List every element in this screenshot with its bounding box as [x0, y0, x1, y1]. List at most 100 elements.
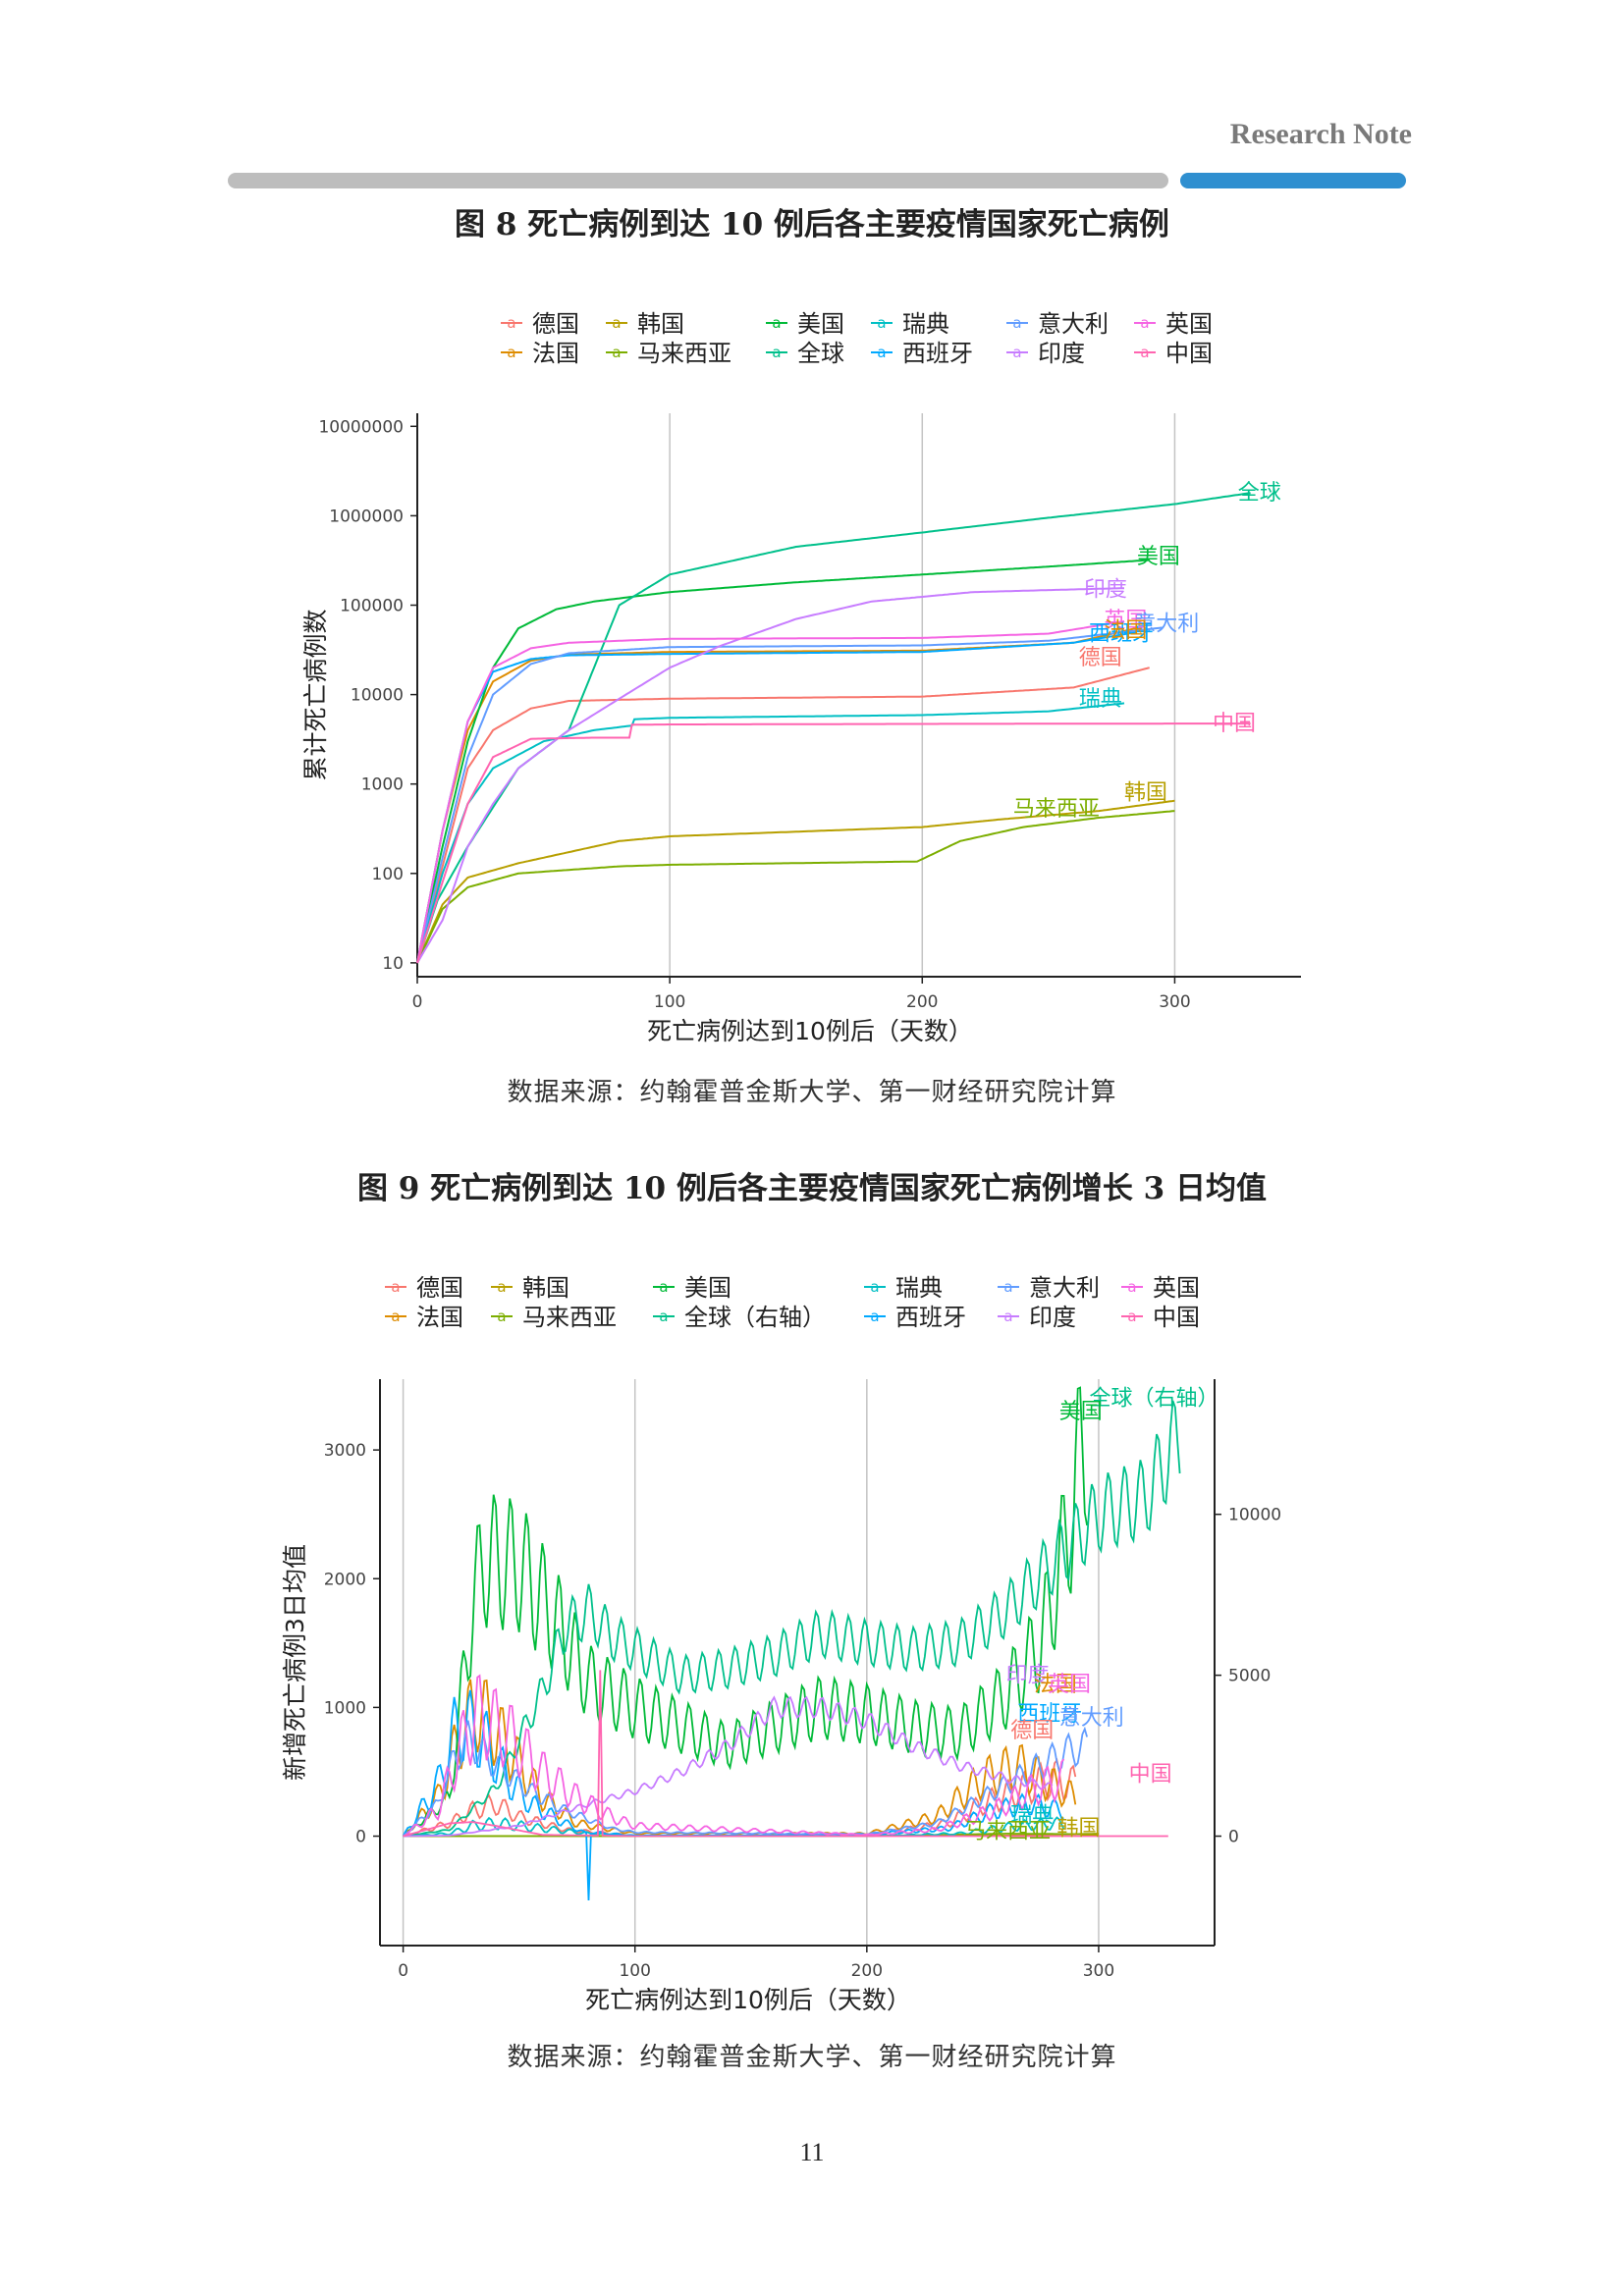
fig8-series-label: 瑞典 [1079, 687, 1122, 712]
fig9-series-label: 美国 [1059, 1400, 1103, 1424]
fig9-legend-label: 马来西亚 [522, 1304, 617, 1331]
fig8-series-label: 马来西亚 [1013, 797, 1100, 822]
fig8-series-line [416, 630, 1138, 964]
fig9-y-axis-label: 新增死亡病例3日均值 [281, 1544, 309, 1781]
figure-8-title: 图 8 死亡病例到达 10 例后各主要疫情国家死亡病例 [455, 207, 1169, 242]
fig9-series-label: 法国 [1034, 1673, 1077, 1697]
fig8-series-line [416, 559, 1150, 964]
fig8-series-label: 德国 [1079, 646, 1122, 670]
fig9-legend-glyph: a [391, 1278, 400, 1296]
fig9-y2-tick-label: 0 [1228, 1828, 1239, 1847]
fig8-legend-label: 英国 [1165, 310, 1213, 338]
fig8-x-tick-label: 0 [412, 992, 423, 1012]
fig8-series-label: 中国 [1213, 712, 1256, 736]
fig8-legend-label: 韩国 [637, 310, 684, 338]
fig8-legend-glyph: a [612, 344, 621, 361]
fig8-legend-glyph: a [1012, 314, 1021, 332]
fig9-series-label: 中国 [1129, 1763, 1172, 1788]
header-rule-blue [1180, 173, 1406, 188]
fig9-legend-label: 韩国 [522, 1274, 569, 1302]
fig9-series-label: 印度 [1006, 1664, 1050, 1688]
fig9-legend-glyph: a [497, 1278, 506, 1296]
fig8-series-label: 法国 [1104, 618, 1147, 643]
fig8-legend-label: 马来西亚 [637, 340, 731, 367]
fig8-y-tick-label: 10000 [351, 686, 404, 706]
fig9-series-line [402, 1720, 1088, 1838]
fig9-x-tick-label: 100 [619, 1961, 650, 1981]
fig9-legend-label: 德国 [416, 1274, 463, 1302]
fig8-series-label: 美国 [1137, 545, 1180, 569]
header-rule-gray [228, 173, 1168, 188]
fig9-series-label: 西班牙 [1017, 1702, 1082, 1727]
fig9-legend-glyph: a [659, 1278, 668, 1296]
fig8-legend-glyph: a [877, 344, 886, 361]
fig8-y-tick-label: 100000 [340, 597, 404, 616]
fig9-series-label: 全球（右轴） [1090, 1387, 1219, 1412]
fig8-y-tick-label: 10 [382, 954, 404, 974]
fig8-series-line [416, 492, 1251, 964]
fig9-legend-glyph: a [870, 1278, 879, 1296]
fig9-legend-label: 全球（右轴） [684, 1304, 826, 1331]
fig9-legend-label: 英国 [1153, 1274, 1200, 1302]
fig9-x-tick-label: 0 [398, 1961, 408, 1981]
fig9-series-line [403, 1674, 1065, 1838]
fig9-series-line [402, 1689, 1064, 1901]
fig8-x-tick-label: 300 [1159, 992, 1190, 1012]
fig8-legend-label: 意大利 [1038, 310, 1109, 338]
fig9-legend-glyph: a [1127, 1308, 1136, 1325]
fig9-legend-label: 西班牙 [895, 1304, 966, 1331]
fig8-y-axis-label: 累计死亡病例数 [301, 609, 330, 780]
fig8-legend-label: 西班牙 [902, 340, 973, 367]
fig9-y-tick-label: 2000 [324, 1570, 366, 1589]
fig8-legend-glyph: a [507, 344, 515, 361]
fig8-y-tick-label: 100 [372, 865, 404, 884]
fig9-y-tick-label: 1000 [324, 1698, 366, 1718]
fig8-legend-glyph: a [1140, 344, 1149, 361]
fig9-series-label: 英国 [1048, 1673, 1091, 1697]
fig9-series-line [403, 1400, 1181, 1838]
fig8-x-tick-label: 200 [906, 992, 938, 1012]
fig9-series-label: 马来西亚 [964, 1819, 1051, 1843]
fig9-series-line [403, 1386, 1088, 1838]
figure-8-source: 数据来源：约翰霍普金斯大学、第一财经研究院计算 [507, 1078, 1117, 1107]
fig9-legend-label: 印度 [1029, 1304, 1076, 1331]
fig9-y-tick-label: 3000 [324, 1441, 366, 1461]
figure-9-source: 数据来源：约翰霍普金斯大学、第一财经研究院计算 [507, 2043, 1117, 2072]
fig8-x-tick-label: 100 [654, 992, 685, 1012]
fig8-y-tick-label: 1000 [361, 775, 404, 795]
figure-9-title: 图 9 死亡病例到达 10 例后各主要疫情国家死亡病例增长 3 日均值 [356, 1171, 1268, 1206]
fig8-series-label: 英国 [1104, 609, 1147, 633]
fig9-y2-tick-label: 10000 [1228, 1506, 1281, 1525]
fig8-series-label: 西班牙 [1089, 622, 1154, 647]
fig9-y2-tick-label: 5000 [1228, 1667, 1271, 1686]
fig9-legend-glyph: a [659, 1308, 668, 1325]
fig8-legend-label: 美国 [797, 310, 844, 338]
header-title: Research Note [1229, 118, 1412, 150]
fig9-series-label: 德国 [1010, 1719, 1054, 1743]
figure-8-chart: a 德国 a 韩国 a 美国 a 瑞典 a 意大利 a 英国 a 法国 a 马来西亚 a 全球 a 西班牙 a 印度 a 中国… [301, 310, 1301, 1045]
fig8-legend-glyph: a [772, 344, 781, 361]
fig8-legend-glyph: a [507, 314, 515, 332]
fig8-legend-label: 中国 [1165, 340, 1213, 367]
fig8-series-label: 韩国 [1124, 781, 1167, 806]
fig9-y-tick-label: 0 [355, 1828, 366, 1847]
fig9-series-line [403, 1670, 1168, 1838]
fig8-legend-label: 印度 [1038, 340, 1085, 367]
page-number: 11 [799, 2138, 825, 2166]
fig8-legend-glyph: a [1140, 314, 1149, 332]
fig8-series-line [416, 587, 1124, 964]
fig9-x-axis-label: 死亡病例达到10例后（天数） [585, 1986, 911, 2014]
fig8-legend-label: 德国 [532, 310, 579, 338]
fig9-legend-glyph: a [497, 1308, 506, 1325]
fig9-legend-label: 法国 [416, 1304, 463, 1331]
fig9-series-line [403, 1695, 1054, 1838]
fig9-legend-label: 美国 [684, 1274, 731, 1302]
fig8-series-line [416, 799, 1175, 964]
fig8-series-line [416, 626, 1163, 964]
fig9-legend-glyph: a [1127, 1278, 1136, 1296]
fig9-legend-glyph: a [870, 1308, 879, 1325]
fig8-legend-label: 法国 [532, 340, 579, 367]
fig8-legend-label: 瑞典 [902, 310, 949, 338]
fig8-series-label: 意大利 [1134, 612, 1199, 636]
fig9-x-tick-label: 300 [1083, 1961, 1114, 1981]
